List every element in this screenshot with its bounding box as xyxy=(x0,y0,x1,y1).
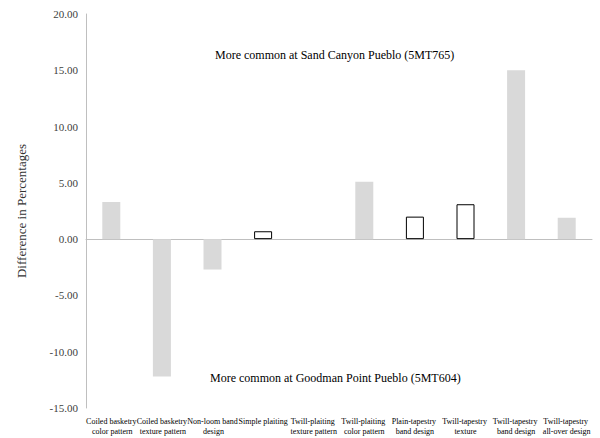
svg-text:-5.00: -5.00 xyxy=(55,289,78,301)
svg-text:More common at Sand Canyon Pue: More common at Sand Canyon Pueblo (5MT76… xyxy=(215,48,454,62)
svg-text:15.00: 15.00 xyxy=(53,64,78,76)
svg-text:texture pattern: texture pattern xyxy=(138,427,186,436)
svg-text:Twill-plaiting: Twill-plaiting xyxy=(291,417,337,426)
svg-text:Simple plaiting: Simple plaiting xyxy=(239,417,288,426)
svg-text:band design: band design xyxy=(497,427,535,436)
svg-text:Twill-plaiting: Twill-plaiting xyxy=(341,417,387,426)
svg-text:all-over design: all-over design xyxy=(543,427,591,436)
svg-text:texture: texture xyxy=(454,427,477,436)
svg-text:design: design xyxy=(201,427,224,436)
svg-text:0.00: 0.00 xyxy=(59,233,79,245)
svg-text:5.00: 5.00 xyxy=(59,177,79,189)
svg-text:20.00: 20.00 xyxy=(53,8,78,20)
svg-text:Twill-tapestry: Twill-tapestry xyxy=(543,417,590,426)
svg-text:color pattern: color pattern xyxy=(90,427,133,436)
svg-text:texture pattern: texture pattern xyxy=(290,427,336,436)
svg-text:color pattern: color pattern xyxy=(344,427,385,436)
svg-text:band design: band design xyxy=(396,427,434,436)
svg-text:-10.00: -10.00 xyxy=(50,346,79,358)
svg-text:-15.00: -15.00 xyxy=(50,402,79,414)
svg-text:More common at Goodman Point P: More common at Goodman Point Pueblo (5MT… xyxy=(210,371,461,385)
svg-text:Twill-tapestry: Twill-tapestry xyxy=(493,417,540,426)
svg-text:Coiled basketry: Coiled basketry xyxy=(86,417,136,426)
svg-text:Difference in Percentages: Difference in Percentages xyxy=(14,144,29,278)
svg-text:Coiled basketry: Coiled basketry xyxy=(137,417,187,426)
svg-text:Plain-tapestry: Plain-tapestry xyxy=(392,417,438,426)
svg-text:10.00: 10.00 xyxy=(53,121,78,133)
svg-text:Twill-tapestry: Twill-tapestry xyxy=(442,417,489,426)
svg-text:Non-loom band: Non-loom band xyxy=(187,417,237,426)
